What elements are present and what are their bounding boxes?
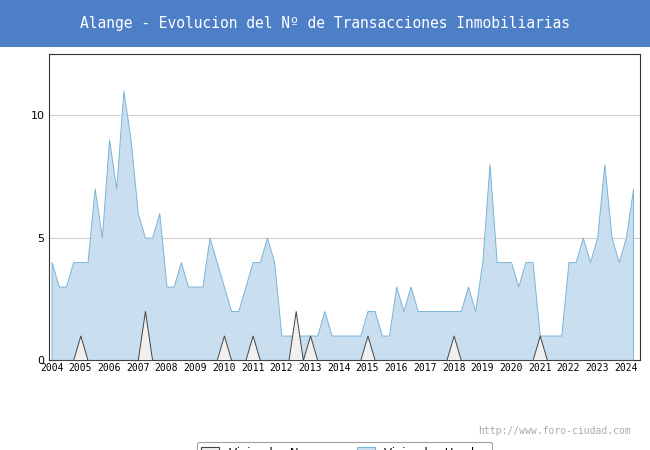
- Text: Alange - Evolucion del Nº de Transacciones Inmobiliarias: Alange - Evolucion del Nº de Transaccion…: [80, 16, 570, 31]
- Legend: Viviendas Nuevas, Viviendas Usadas: Viviendas Nuevas, Viviendas Usadas: [197, 442, 492, 450]
- Text: http://www.foro-ciudad.com: http://www.foro-ciudad.com: [478, 427, 630, 436]
